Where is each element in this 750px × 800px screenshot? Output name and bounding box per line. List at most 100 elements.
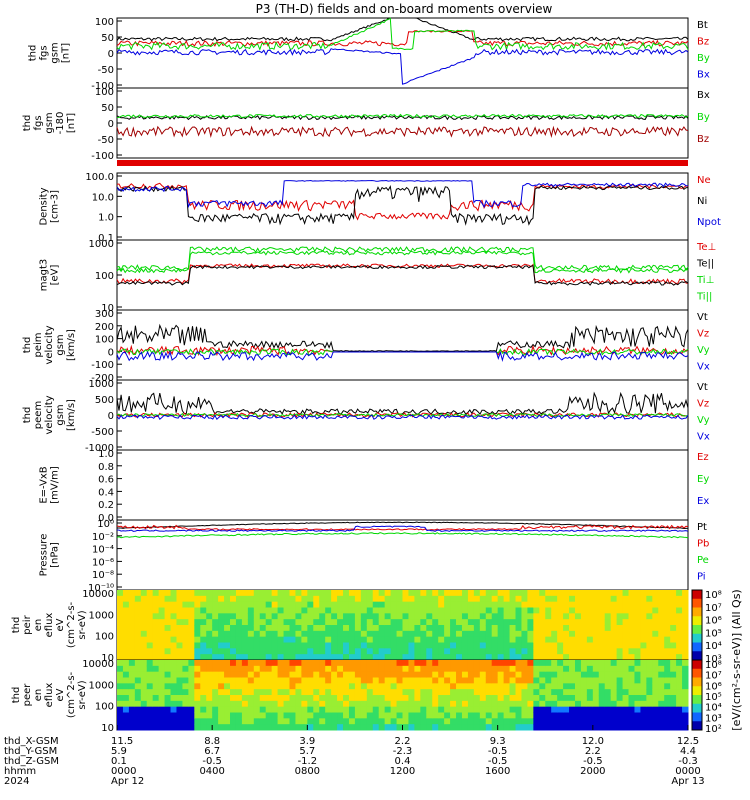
spectrogram-cell (366, 636, 374, 643)
spectrogram-cell (634, 654, 641, 661)
ylabel-line: [km/s] (66, 399, 77, 431)
spectrogram-cell (497, 700, 505, 708)
panel-peir-spectrogram: thdpeirenefluxeV(cm^2-s-sr-eV)1000010001… (11, 589, 722, 665)
spectrogram-cell (230, 683, 237, 690)
spectrogram-cell (616, 654, 624, 661)
spectrogram-cell (557, 613, 564, 620)
spectrogram-cell (622, 595, 630, 603)
spectrogram-cell (491, 689, 499, 696)
spectrogram-cell (574, 642, 582, 649)
spectrogram-cell (628, 590, 635, 597)
spectrogram-cell (402, 706, 409, 713)
spectrogram-cell (444, 706, 451, 713)
spectrogram-cell (622, 607, 630, 614)
spectrogram-cell (503, 601, 511, 608)
spectrogram-cell (366, 642, 374, 649)
spectrogram-cell (569, 601, 576, 608)
spectrogram-cell (206, 642, 213, 649)
spectrogram-cell (134, 619, 142, 626)
spectrogram-cell (569, 660, 576, 667)
spectrogram-cell (194, 724, 201, 731)
spectrogram-cell (682, 689, 689, 696)
spectrogram-cell (134, 630, 142, 638)
spectrogram-cell (664, 724, 671, 731)
spectrogram-cell (592, 671, 600, 678)
spectrogram-cell (372, 601, 380, 608)
spectrogram-cell (390, 683, 398, 690)
spectrogram-cell (396, 718, 403, 725)
spectrogram-cell (604, 712, 612, 719)
spectrogram-cell (200, 683, 207, 690)
spectrogram-cell (670, 712, 677, 719)
spectrogram-cell (640, 636, 647, 643)
spectrogram-cell (658, 636, 665, 643)
spectrogram-cell (128, 648, 136, 655)
spectrogram-cell (235, 695, 243, 702)
spectrogram-cell (170, 601, 177, 608)
spectrogram-cell (241, 630, 249, 638)
spectrogram-cell (241, 677, 249, 684)
spectrogram-cell (182, 683, 189, 690)
spectrogram-cell (146, 683, 154, 690)
spectrogram-cell (527, 712, 534, 719)
spectrogram-cell (313, 700, 320, 708)
spectrogram-cell (473, 636, 481, 643)
spectrogram-cell (574, 665, 582, 673)
spectrogram-cell (372, 689, 380, 696)
spectrogram-cell (289, 665, 296, 673)
spectrogram-cell (319, 625, 326, 632)
ylabel-line: [nT] (66, 113, 77, 133)
xtick-y: -2.3 (393, 746, 413, 757)
spectrogram-cell (206, 630, 213, 638)
spectrogram-cell (331, 700, 338, 708)
xaxis-row-label: hhmm (4, 766, 36, 777)
spectrogram-cell (122, 683, 130, 690)
spectrogram-cell (521, 642, 528, 649)
spectrogram-cell (426, 677, 433, 684)
legend-Bt: Bt (697, 20, 708, 31)
spectrogram-cell (230, 636, 237, 643)
spectrogram-cell (218, 625, 225, 632)
spectrogram-cell (616, 718, 624, 725)
series-Te|| (116, 264, 689, 286)
spectrogram-cell (473, 654, 481, 661)
spectrogram-cell (253, 671, 261, 678)
spectrogram-cell (539, 607, 546, 614)
spectrogram-cell (616, 619, 624, 626)
spectrogram-cell (456, 619, 463, 626)
spectrogram-cell (372, 665, 380, 673)
spectrogram-cell (616, 677, 624, 684)
spectrogram-cell (479, 607, 487, 614)
spectrogram-cell (438, 689, 445, 696)
spectrogram-cell (426, 724, 433, 731)
spectrogram-cell (670, 590, 677, 597)
spectrogram-cell (164, 665, 172, 673)
spectrogram-cell (188, 695, 195, 702)
spectrogram-cell (539, 630, 546, 638)
spectrogram-cell (331, 695, 338, 702)
series-Pb (116, 524, 689, 531)
spectrogram-cell (265, 607, 273, 614)
spectrogram-cell (224, 677, 231, 684)
spectrogram-cell (122, 590, 130, 597)
spectrogram-cell (122, 695, 130, 702)
spectrogram-cell (509, 683, 517, 690)
spectrogram-cell (265, 683, 273, 690)
spectrogram-cell (432, 660, 439, 667)
spectrogram-cell (277, 595, 285, 603)
spectrogram-cell (658, 660, 665, 667)
xtick-z: -0.5 (583, 756, 603, 767)
spectrogram-cell (235, 648, 243, 655)
spectrogram-cell (622, 642, 630, 649)
spectrogram-cell (253, 625, 261, 632)
spectrogram-cell (545, 619, 552, 626)
spectrogram-cell (182, 642, 189, 649)
spectrogram-cell (307, 630, 314, 638)
spectrogram-cell (164, 636, 172, 643)
spectrogram-cell (574, 689, 582, 696)
spectrogram-cell (218, 683, 225, 690)
spectrogram-cell (491, 671, 499, 678)
spectrogram-cell (563, 683, 570, 690)
spectrogram-cell (307, 718, 314, 725)
